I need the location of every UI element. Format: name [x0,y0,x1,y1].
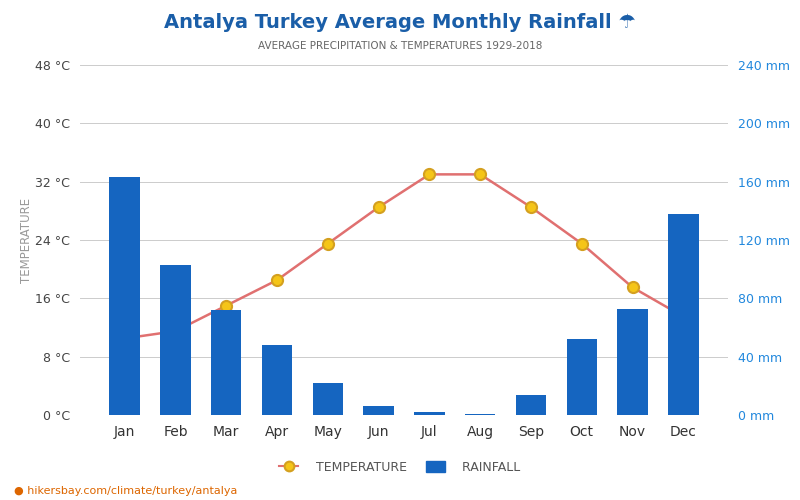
Bar [516,394,546,415]
Bar [668,214,698,415]
Bar [618,308,648,415]
Bar [566,339,597,415]
Bar [363,406,394,415]
Bar [211,310,242,415]
Bar [313,383,343,415]
Text: Antalya Turkey Average Monthly Rainfall ☂: Antalya Turkey Average Monthly Rainfall … [164,12,636,32]
Text: ● hikersbay.com/climate/turkey/antalya: ● hikersbay.com/climate/turkey/antalya [14,486,238,496]
Bar [160,265,190,415]
Text: AVERAGE PRECIPITATION & TEMPERATURES 1929-2018: AVERAGE PRECIPITATION & TEMPERATURES 192… [258,41,542,51]
Bar [262,345,292,415]
Bar [414,412,445,415]
Bar [465,414,495,415]
Y-axis label: TEMPERATURE: TEMPERATURE [21,198,34,282]
Legend:   TEMPERATURE,   RAINFALL: TEMPERATURE, RAINFALL [274,456,526,479]
Bar [110,178,140,415]
